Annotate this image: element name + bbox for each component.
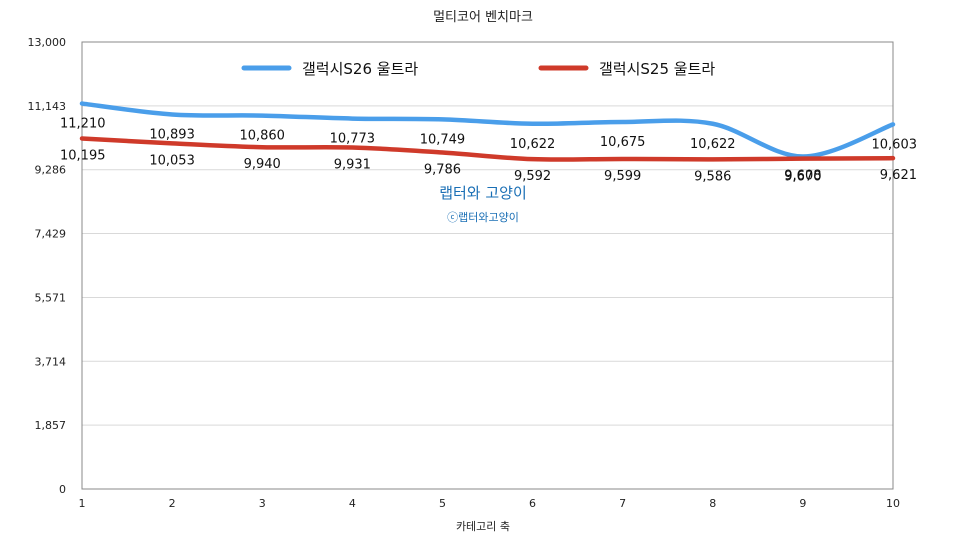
- data-label: 9,621: [880, 168, 917, 183]
- y-tick-label: 0: [59, 483, 66, 496]
- x-tick-label: 6: [529, 497, 536, 510]
- legend: 갤럭시S26 울트라 갤럭시S25 울트라: [241, 60, 715, 78]
- chart-title: 멀티코어 벤치마크: [433, 10, 533, 25]
- x-axis-ticks: 1 2 3 4 5 6 7 8 9 10: [79, 497, 901, 510]
- y-tick-label: 1,857: [35, 419, 67, 432]
- watermark-main: 랩터와 고양이: [439, 184, 527, 202]
- y-tick-label: 7,429: [35, 228, 67, 241]
- data-label: 10,195: [60, 148, 106, 163]
- data-label: 9,586: [694, 169, 731, 184]
- legend-label: 갤럭시S26 울트라: [302, 60, 418, 78]
- y-tick-label: 9,286: [35, 164, 67, 177]
- x-tick-label: 7: [619, 497, 626, 510]
- data-label: 9,931: [334, 158, 371, 173]
- grid: [82, 41, 893, 490]
- x-tick-label: 10: [886, 497, 900, 510]
- data-label: 10,053: [149, 153, 195, 168]
- watermark-sub: ⓒ랩터와고양이: [447, 211, 519, 224]
- x-tick-label: 9: [799, 497, 806, 510]
- x-tick-label: 4: [349, 497, 356, 510]
- x-tick-label: 8: [709, 497, 716, 510]
- y-tick-label: 11,143: [28, 100, 67, 113]
- x-tick-label: 2: [169, 497, 176, 510]
- x-tick-label: 5: [439, 497, 446, 510]
- y-tick-label: 5,571: [35, 291, 67, 304]
- series-lines: [79, 101, 896, 162]
- x-axis-label: 카테고리 축: [456, 520, 510, 533]
- data-label: 10,773: [330, 132, 376, 147]
- legend-label: 갤럭시S25 울트라: [599, 60, 715, 78]
- data-label: 9,608: [784, 169, 821, 184]
- x-tick-label: 3: [259, 497, 266, 510]
- data-label: 11,210: [60, 117, 106, 132]
- data-label: 10,603: [872, 137, 918, 152]
- x-tick-label: 1: [79, 497, 86, 510]
- data-label: 10,893: [149, 127, 195, 142]
- y-tick-label: 3,714: [35, 355, 67, 368]
- y-axis-ticks: 0 1,857 3,714 5,571 7,429 9,286 11,143 13,000: [28, 36, 67, 496]
- data-label: 9,599: [604, 169, 641, 184]
- series-line-1: [79, 101, 896, 159]
- data-label: 9,940: [244, 157, 281, 172]
- data-label: 10,622: [510, 137, 556, 152]
- series-line-2: [79, 136, 896, 162]
- data-label: 10,860: [239, 129, 285, 144]
- data-labels: 11,210 10,893 10,860 10,773 10,749 10,622 10,6…: [60, 117, 917, 185]
- data-label: 10,622: [690, 137, 736, 152]
- data-label: 9,592: [514, 169, 551, 184]
- data-label: 10,749: [420, 132, 466, 147]
- data-label: 9,670: [784, 170, 821, 185]
- data-label: 9,786: [424, 163, 461, 178]
- plot-area-frame: [81, 41, 894, 490]
- data-label: 10,675: [600, 135, 646, 150]
- y-tick-label: 13,000: [28, 36, 67, 49]
